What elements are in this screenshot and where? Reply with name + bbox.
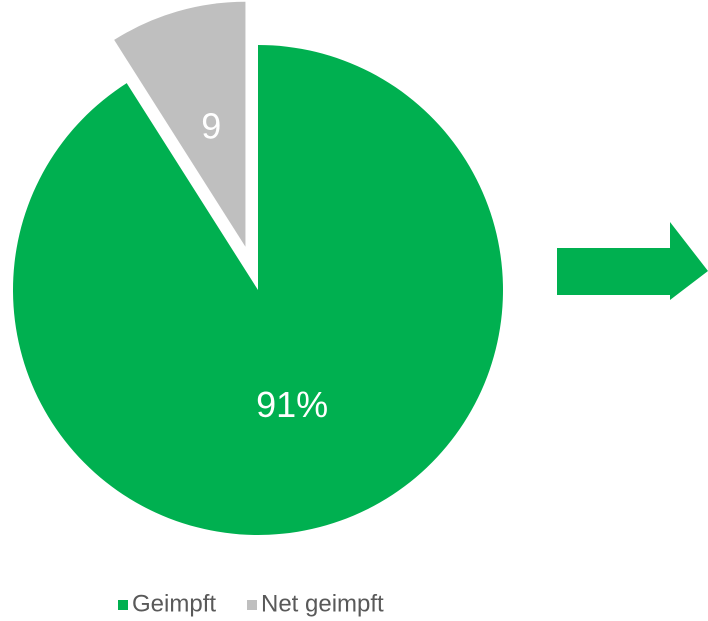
pie-slice <box>12 45 503 535</box>
data-label: 9 <box>201 106 221 147</box>
arrow <box>557 222 708 300</box>
legend-label: Geimpft <box>132 590 216 617</box>
data-label: 91% <box>256 384 328 425</box>
legend-swatch <box>247 600 257 610</box>
pie-slice <box>114 1 246 247</box>
legend-swatch <box>118 600 128 610</box>
legend-label: Net geimpft <box>261 590 384 617</box>
